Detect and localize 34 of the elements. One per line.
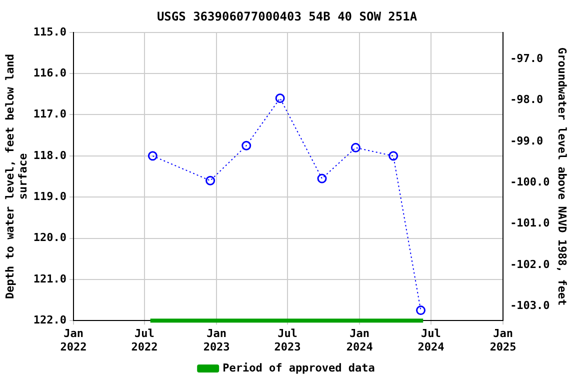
y-tick-label: 122.0 xyxy=(33,313,67,326)
y-axis-title: Depth to water level, feet below land surface xyxy=(3,54,30,300)
x-tick-label: Jul 2023 xyxy=(274,327,301,354)
y-tick-label: 121.0 xyxy=(33,272,67,286)
point xyxy=(350,142,360,152)
point xyxy=(275,94,285,104)
y2-tick-label: -99.0 xyxy=(510,134,544,148)
y2-tick-label: -103.0 xyxy=(510,299,550,312)
y2-tick-label: -101.0 xyxy=(510,216,550,230)
point xyxy=(148,151,158,161)
point xyxy=(242,140,252,150)
y2-tick-label: -97.0 xyxy=(510,52,544,66)
x-tick-label: Jan 2023 xyxy=(203,327,230,354)
legend-label: Period of approved data xyxy=(222,361,375,374)
y-tick-label: 117.0 xyxy=(33,108,67,121)
point xyxy=(388,151,398,161)
point xyxy=(206,176,216,186)
x-tick-label: Jul 2024 xyxy=(418,327,445,354)
y-tick-label: 116.0 xyxy=(33,66,67,80)
x-tick-label: Jan 2022 xyxy=(60,327,87,354)
y-tick-label: 120.0 xyxy=(33,231,67,244)
y2-tick-label: -100.0 xyxy=(510,176,550,189)
y-tick-label: 119.0 xyxy=(33,190,67,203)
y2-axis-title: Groundwater level above NAVD 1988, feet xyxy=(556,47,569,306)
y-tick-label: 115.0 xyxy=(33,25,67,38)
y-tick-label: 118.0 xyxy=(33,148,67,162)
chart-title: USGS 363906077000403 54B 40 SOW 251A xyxy=(156,9,418,24)
y2-tick-label: -98.0 xyxy=(510,93,544,106)
y2-tick-label: -102.0 xyxy=(510,258,550,271)
x-tick-label: Jan 2025 xyxy=(490,327,516,354)
point xyxy=(317,174,327,184)
point xyxy=(416,306,426,316)
x-tick-label: Jan 2024 xyxy=(346,327,374,354)
x-tick-label: Jul 2022 xyxy=(131,327,158,354)
